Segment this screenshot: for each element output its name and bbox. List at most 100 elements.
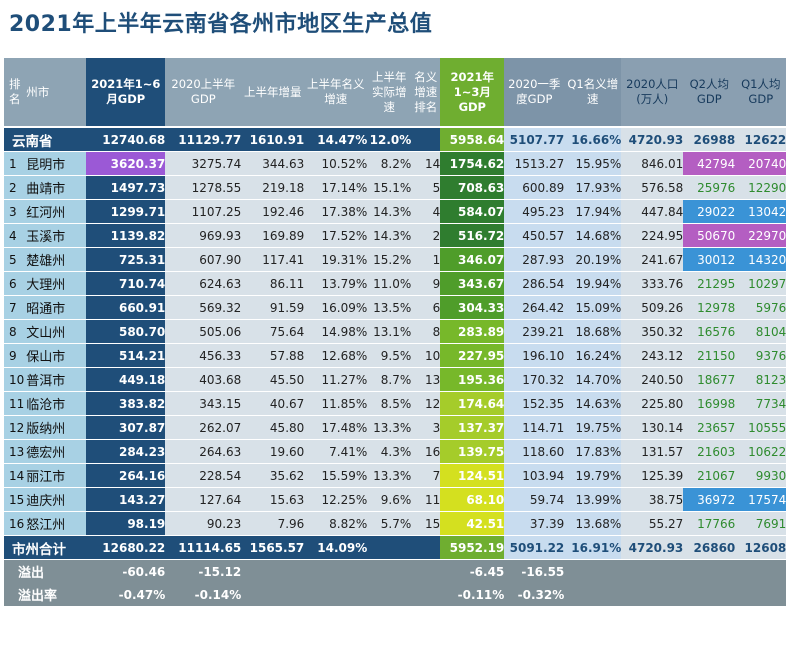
cell-gdp-2020h1: 505.06 bbox=[165, 319, 242, 344]
overflow-rate-row-empty bbox=[621, 583, 684, 606]
cell-gdp-2020q1: 103.94 bbox=[504, 463, 565, 488]
cell-increment: 7.96 bbox=[241, 511, 305, 536]
total-gdp-2021h1: 12680.22 bbox=[86, 535, 166, 560]
cell-nominal-growth: 11.85% bbox=[304, 391, 368, 416]
cell-growth-rank: 6 bbox=[411, 295, 441, 320]
total-gdp-2020q1: 5091.22 bbox=[504, 535, 565, 560]
header-gdp-2021q1: 2021年1~3月GDP bbox=[440, 58, 505, 128]
province-growth-rank bbox=[411, 127, 441, 152]
cell-q1-per-capita: 12290 bbox=[735, 175, 787, 200]
cell-name: 丽江市 bbox=[24, 463, 87, 488]
cell-increment: 117.41 bbox=[241, 247, 305, 272]
cell-name: 临沧市 bbox=[24, 391, 87, 416]
cell-q1-growth: 17.93% bbox=[564, 175, 622, 200]
cell-nominal-growth: 7.41% bbox=[304, 439, 368, 464]
cell-q1-growth: 14.68% bbox=[564, 223, 622, 248]
cell-q2-per-capita: 50670 bbox=[683, 223, 736, 248]
table-row: 11 临沧市 383.82 343.15 40.67 11.85% 8.5% 12 174.64… bbox=[4, 391, 787, 416]
overflow-row-empty bbox=[621, 559, 684, 583]
cell-population: 447.84 bbox=[621, 199, 684, 224]
header-population: 2020人口(万人) bbox=[621, 58, 684, 128]
province-population: 4720.93 bbox=[621, 127, 684, 152]
cell-rank: 5 bbox=[4, 247, 25, 272]
cell-nominal-growth: 14.98% bbox=[304, 319, 368, 344]
overflow-rate-row-q1prev: -0.32% bbox=[504, 583, 565, 606]
cell-gdp-2020q1: 600.89 bbox=[504, 175, 565, 200]
header-q1-per-capita: Q1人均GDP bbox=[735, 58, 787, 128]
cell-gdp-2021q1: 195.36 bbox=[440, 367, 505, 392]
table-row: 12 版纳州 307.87 262.07 45.80 17.48% 13.3% 3 137.37… bbox=[4, 415, 787, 440]
cell-gdp-2020h1: 969.93 bbox=[165, 223, 242, 248]
cell-gdp-2020h1: 456.33 bbox=[165, 343, 242, 368]
cell-increment: 57.88 bbox=[241, 343, 305, 368]
gdp-table: 排名 州市 2021年1~6月GDP 2020上半年GDP 上半年增量 上半年名… bbox=[4, 58, 787, 606]
cell-real-growth: 9.5% bbox=[367, 343, 412, 368]
cell-q1-growth: 19.75% bbox=[564, 415, 622, 440]
cell-real-growth: 8.7% bbox=[367, 367, 412, 392]
cell-growth-rank: 11 bbox=[411, 487, 441, 512]
overflow-rate-row-label: 溢出率 bbox=[4, 583, 87, 606]
cell-population: 241.67 bbox=[621, 247, 684, 272]
total-row: 市州合计 12680.22 11114.65 1565.57 14.09% 5952.19… bbox=[4, 535, 787, 560]
province-q1-per-capita: 12622 bbox=[735, 127, 787, 152]
cell-growth-rank: 1 bbox=[411, 247, 441, 272]
header-q2-per-capita: Q2人均GDP bbox=[683, 58, 736, 128]
total-population: 4720.93 bbox=[621, 535, 684, 560]
overflow-row-q1: -6.45 bbox=[440, 559, 505, 583]
cell-nominal-growth: 13.79% bbox=[304, 271, 368, 296]
province-q1-growth: 16.66% bbox=[564, 127, 622, 152]
header-increment: 上半年增量 bbox=[241, 58, 305, 128]
cell-rank: 2 bbox=[4, 175, 25, 200]
cell-population: 224.95 bbox=[621, 223, 684, 248]
cell-gdp-2020h1: 607.90 bbox=[165, 247, 242, 272]
cell-growth-rank: 10 bbox=[411, 343, 441, 368]
table-row: 9 保山市 514.21 456.33 57.88 12.68% 9.5% 10 227.95 1… bbox=[4, 343, 787, 368]
cell-population: 350.32 bbox=[621, 319, 684, 344]
overflow-rate-row-empty bbox=[367, 583, 412, 606]
province-gdp-2020h1: 11129.77 bbox=[165, 127, 242, 152]
cell-rank: 11 bbox=[4, 391, 25, 416]
cell-rank: 9 bbox=[4, 343, 25, 368]
cell-q1-growth: 19.94% bbox=[564, 271, 622, 296]
cell-growth-rank: 14 bbox=[411, 151, 441, 176]
cell-q1-growth: 14.70% bbox=[564, 367, 622, 392]
province-gdp-2021q1: 5958.64 bbox=[440, 127, 505, 152]
table-row: 10 普洱市 449.18 403.68 45.50 11.27% 8.7% 13 195.36… bbox=[4, 367, 787, 392]
cell-q1-per-capita: 13042 bbox=[735, 199, 787, 224]
overflow-row-gdp20: -15.12 bbox=[165, 559, 242, 583]
cell-population: 38.75 bbox=[621, 487, 684, 512]
cell-growth-rank: 9 bbox=[411, 271, 441, 296]
cell-q2-per-capita: 21295 bbox=[683, 271, 736, 296]
cell-gdp-2021q1: 584.07 bbox=[440, 199, 505, 224]
cell-population: 130.14 bbox=[621, 415, 684, 440]
cell-nominal-growth: 8.82% bbox=[304, 511, 368, 536]
cell-rank: 10 bbox=[4, 367, 25, 392]
cell-q1-growth: 18.68% bbox=[564, 319, 622, 344]
cell-gdp-2020q1: 196.10 bbox=[504, 343, 565, 368]
cell-q1-per-capita: 8123 bbox=[735, 367, 787, 392]
cell-gdp-2021q1: 174.64 bbox=[440, 391, 505, 416]
header-gdp-2021h1: 2021年1~6月GDP bbox=[86, 58, 166, 128]
cell-gdp-2020h1: 264.63 bbox=[165, 439, 242, 464]
cell-gdp-2021h1: 580.70 bbox=[86, 319, 166, 344]
province-q2-per-capita: 26988 bbox=[683, 127, 736, 152]
cell-rank: 8 bbox=[4, 319, 25, 344]
cell-q2-per-capita: 17766 bbox=[683, 511, 736, 536]
cell-gdp-2020h1: 569.32 bbox=[165, 295, 242, 320]
overflow-row-label: 溢出 bbox=[4, 559, 87, 583]
total-q1-per-capita: 12608 bbox=[735, 535, 787, 560]
cell-name: 楚雄州 bbox=[24, 247, 87, 272]
cell-q1-per-capita: 22970 bbox=[735, 223, 787, 248]
cell-gdp-2020h1: 90.23 bbox=[165, 511, 242, 536]
cell-gdp-2020h1: 127.64 bbox=[165, 487, 242, 512]
cell-gdp-2021h1: 449.18 bbox=[86, 367, 166, 392]
cell-real-growth: 5.7% bbox=[367, 511, 412, 536]
cell-q2-per-capita: 21067 bbox=[683, 463, 736, 488]
cell-q1-per-capita: 14320 bbox=[735, 247, 787, 272]
cell-nominal-growth: 10.52% bbox=[304, 151, 368, 176]
cell-q1-per-capita: 17574 bbox=[735, 487, 787, 512]
cell-real-growth: 15.1% bbox=[367, 175, 412, 200]
overflow-row-empty bbox=[735, 559, 787, 583]
table-row: 13 德宏州 284.23 264.63 19.60 7.41% 4.3% 16 139.75 1… bbox=[4, 439, 787, 464]
cell-gdp-2020q1: 37.39 bbox=[504, 511, 565, 536]
